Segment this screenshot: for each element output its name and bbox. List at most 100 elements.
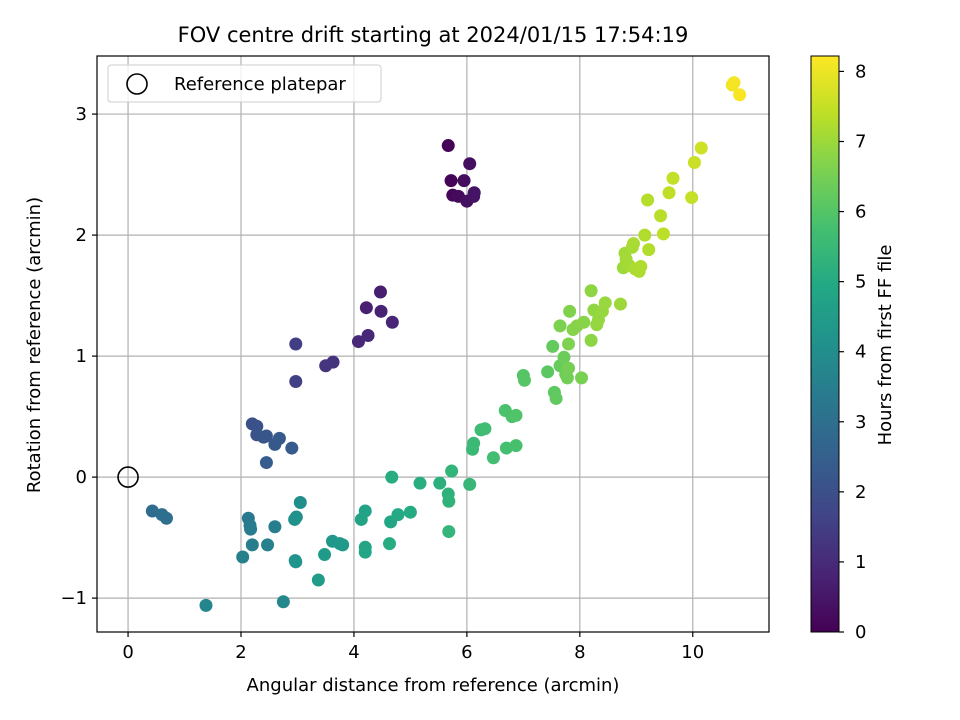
data-point	[359, 301, 373, 315]
colorbar-tick-label: 4	[855, 342, 866, 363]
plot-area: 0 2 4 6 8 10 −1 0 1 2 3	[60, 55, 770, 663]
data-point	[259, 429, 273, 443]
x-tick-label: 10	[681, 642, 704, 663]
legend-entry-reference: Reference platepar	[174, 74, 346, 95]
data-point	[467, 186, 481, 200]
data-point	[584, 284, 598, 298]
data-point	[549, 391, 563, 405]
data-point	[463, 477, 477, 491]
y-tick-label: 0	[76, 467, 87, 488]
colorbar: 0 1 2 3 4 5 6 7 8 Hours from first FF file	[810, 55, 896, 643]
data-point	[656, 227, 670, 241]
data-point	[276, 595, 290, 609]
data-point	[442, 525, 456, 539]
data-point	[654, 209, 668, 223]
data-point	[433, 476, 447, 490]
x-tick-label: 4	[348, 642, 359, 663]
data-point	[374, 304, 388, 318]
data-point	[444, 174, 458, 188]
data-point	[445, 464, 459, 478]
data-point	[289, 337, 303, 351]
x-tick-label: 8	[574, 642, 585, 663]
data-point	[509, 439, 523, 453]
scatter-points	[117, 76, 747, 612]
data-point	[289, 555, 303, 569]
reference-platepar-marker	[117, 466, 139, 488]
data-point	[486, 451, 500, 465]
data-point	[336, 538, 350, 552]
colorbar-tick-label: 2	[855, 482, 866, 503]
data-point	[733, 88, 747, 102]
colorbar-tick-label: 5	[855, 272, 866, 293]
data-point	[563, 304, 577, 318]
data-point	[634, 260, 648, 274]
y-axis-label: Rotation from reference (arcmin)	[24, 197, 45, 493]
data-point	[463, 157, 477, 171]
data-point	[638, 228, 652, 242]
data-point	[245, 538, 259, 552]
y-tick-label: 2	[76, 225, 87, 246]
data-point	[236, 550, 250, 564]
data-point	[285, 441, 299, 455]
legend-marker-reference	[126, 73, 148, 95]
data-point	[666, 171, 680, 185]
data-point	[662, 186, 676, 200]
y-tick-label: 1	[76, 346, 87, 367]
data-point	[584, 333, 598, 347]
data-point	[562, 337, 576, 351]
data-point	[244, 522, 258, 536]
data-point	[311, 573, 325, 587]
data-point	[159, 511, 173, 525]
data-point	[199, 598, 213, 612]
data-point	[575, 371, 589, 385]
data-point	[318, 548, 332, 562]
data-point	[562, 361, 576, 375]
data-point	[553, 319, 567, 333]
data-point	[261, 538, 275, 552]
y-tick-label: 3	[76, 104, 87, 125]
chart-title: FOV centre drift starting at 2024/01/15 …	[178, 23, 689, 47]
colorbar-tick-label: 3	[855, 412, 866, 433]
data-point	[391, 508, 405, 522]
y-tick-label: −1	[60, 588, 87, 609]
data-point	[557, 350, 571, 364]
data-point	[413, 476, 427, 490]
data-point	[403, 505, 417, 519]
axis-ticks: 0 2 4 6 8 10 −1 0 1 2 3	[60, 104, 704, 663]
data-point	[385, 470, 399, 484]
colorbar-tick-label: 0	[855, 622, 866, 643]
legend-box	[107, 64, 382, 103]
data-point	[272, 431, 286, 445]
colorbar-gradient	[810, 55, 840, 633]
data-point	[509, 408, 523, 422]
data-point	[289, 375, 303, 389]
data-point	[441, 139, 455, 153]
data-point	[361, 329, 375, 343]
data-point	[259, 456, 273, 470]
data-point	[358, 545, 372, 559]
data-point	[685, 191, 699, 205]
data-point	[467, 436, 481, 450]
data-point	[577, 315, 591, 329]
data-point	[385, 315, 399, 329]
data-point	[642, 243, 656, 257]
data-point	[613, 297, 627, 311]
legend: Reference platepar	[107, 64, 382, 103]
colorbar-label: Hours from first FF file	[875, 245, 896, 446]
data-point	[457, 174, 471, 188]
data-point	[727, 76, 741, 90]
data-point	[541, 365, 555, 379]
data-point	[383, 537, 397, 551]
colorbar-ticks: 0 1 2 3 4 5 6 7 8	[839, 61, 866, 643]
data-point	[319, 359, 333, 373]
data-point	[687, 155, 701, 169]
data-point	[598, 296, 612, 310]
colorbar-tick-label: 7	[855, 131, 866, 152]
data-point	[373, 285, 387, 299]
colorbar-tick-label: 1	[855, 552, 866, 573]
x-tick-label: 6	[461, 642, 472, 663]
data-point	[517, 373, 531, 387]
x-axis-label: Angular distance from reference (arcmin)	[247, 675, 620, 696]
